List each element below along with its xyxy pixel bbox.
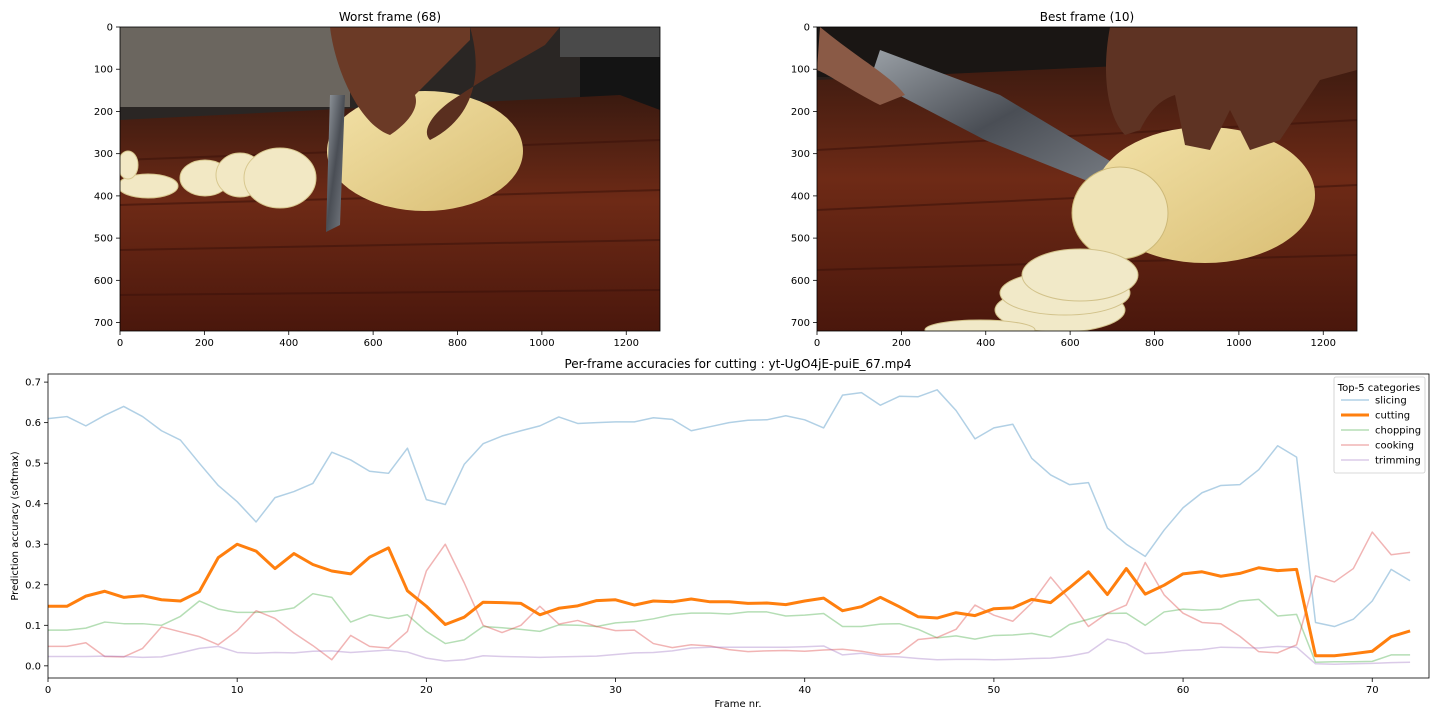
worst-frame-x-tick-label: 600 xyxy=(364,338,383,349)
x-tick-label: 20 xyxy=(420,685,433,696)
best-frame-y-tick-label: 300 xyxy=(791,149,810,160)
best-frame-y-tick-label: 200 xyxy=(791,107,810,118)
series-line-cutting xyxy=(48,542,1411,658)
worst-frame-x-tick-label: 800 xyxy=(448,338,467,349)
best-frame-y-tick-label: 400 xyxy=(791,191,810,202)
best-frame-x-tick-label: 200 xyxy=(892,338,911,349)
best-frame-axes: 0 200 400 600 800 1000 1200 0 100 200 300 400 500 600… xyxy=(791,23,1336,350)
x-tick-label: 40 xyxy=(798,685,811,696)
series-line-slicing xyxy=(47,389,1411,628)
worst-frame-x-tick-label: 1200 xyxy=(614,338,639,349)
worst-frame-y-tick-label: 700 xyxy=(94,318,113,329)
best-frame-y-tick-label: 0 xyxy=(804,23,810,34)
chart-x-axis: 0 10 20 30 40 50 60 70 xyxy=(45,678,1379,696)
worst-frame-y-tick-label: 400 xyxy=(94,191,113,202)
y-tick-label: 0.0 xyxy=(25,661,41,672)
legend-label-chopping: chopping xyxy=(1375,426,1421,437)
best-frame-x-tick-label: 1200 xyxy=(1311,338,1336,349)
y-tick-label: 0.3 xyxy=(25,540,41,551)
y-tick-label: 0.1 xyxy=(25,621,41,632)
chart-legend: Top-5 categories slicing cutting chopping c… xyxy=(1333,376,1426,474)
series-line-chopping xyxy=(48,592,1411,663)
best-frame-x-tick-label: 600 xyxy=(1061,338,1080,349)
best-frame-y-tick-label: 600 xyxy=(791,276,810,287)
worst-frame-y-tick-label: 0 xyxy=(107,23,113,34)
worst-frame-title: Worst frame (68) xyxy=(339,10,441,24)
best-frame-y-tick-label: 100 xyxy=(791,65,810,76)
worst-frame-y-tick-label: 600 xyxy=(94,276,113,287)
y-tick-label: 0.2 xyxy=(25,580,41,591)
worst-frame-x-tick-label: 400 xyxy=(279,338,298,349)
best-frame-y-tick-label: 500 xyxy=(791,234,810,245)
series-line-trimming xyxy=(48,638,1411,665)
legend-label-cooking: cooking xyxy=(1375,441,1414,452)
chart-plot-area xyxy=(48,374,1429,678)
legend-label-trimming: trimming xyxy=(1375,456,1421,467)
best-frame-x-tick-label: 800 xyxy=(1145,338,1164,349)
legend-label-slicing: slicing xyxy=(1375,396,1407,407)
legend-label-cutting: cutting xyxy=(1375,411,1410,422)
legend-title: Top-5 categories xyxy=(1337,383,1420,394)
x-tick-label: 30 xyxy=(609,685,622,696)
chart-y-axis: 0.0 0.1 0.2 0.3 0.4 0.5 0.6 0.7 xyxy=(25,378,48,672)
worst-frame-x-tick-label: 0 xyxy=(117,338,123,349)
chart-xlabel: Frame nr. xyxy=(714,699,761,710)
x-tick-label: 0 xyxy=(45,685,51,696)
worst-frame-x-tick-label: 1000 xyxy=(529,338,554,349)
x-tick-label: 60 xyxy=(1177,685,1190,696)
chart-frame xyxy=(47,373,1430,679)
x-tick-label: 70 xyxy=(1366,685,1379,696)
chart-series-layer xyxy=(47,389,1411,665)
worst-frame-image xyxy=(120,27,660,331)
legend-box xyxy=(1333,376,1426,474)
worst-frame-x-tick-label: 200 xyxy=(195,338,214,349)
best-frame-y-tick-label: 700 xyxy=(791,318,810,329)
best-frame-x-tick-label: 1000 xyxy=(1226,338,1251,349)
worst-frame-y-tick-label: 300 xyxy=(94,149,113,160)
best-frame-image xyxy=(817,27,1357,331)
y-tick-label: 0.5 xyxy=(25,459,41,470)
chart-title: Per-frame accuracies for cutting : yt-Ug… xyxy=(564,357,911,371)
y-tick-label: 0.6 xyxy=(25,418,41,429)
y-tick-label: 0.7 xyxy=(25,378,41,389)
series-line-cooking xyxy=(48,531,1411,661)
x-tick-label: 50 xyxy=(988,685,1001,696)
best-frame-panel: Best frame (10) 0 200 400 600 800 1000 1 xyxy=(791,10,1358,350)
worst-frame-y-tick-label: 500 xyxy=(94,234,113,245)
y-tick-label: 0.4 xyxy=(25,499,41,510)
chart-ylabel: Prediction accuracy (softmax) xyxy=(10,451,21,600)
best-frame-x-tick-label: 0 xyxy=(814,338,820,349)
worst-frame-panel: Worst frame (68) xyxy=(94,10,661,350)
worst-frame-y-tick-label: 200 xyxy=(94,107,113,118)
worst-frame-y-tick-label: 100 xyxy=(94,65,113,76)
best-frame-title: Best frame (10) xyxy=(1040,10,1134,24)
accuracy-chart: Per-frame accuracies for cutting : yt-Ug… xyxy=(10,357,1430,710)
x-tick-label: 10 xyxy=(231,685,244,696)
worst-frame-axes: 0 200 400 600 800 1000 1200 0 100 200 300 400 500 600… xyxy=(94,23,639,350)
best-frame-x-tick-label: 400 xyxy=(976,338,995,349)
